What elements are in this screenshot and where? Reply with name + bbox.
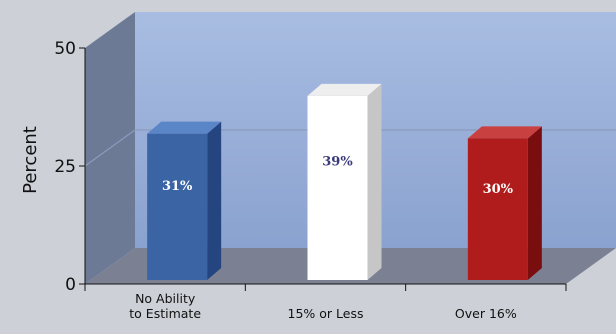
- bar-front: [467, 138, 528, 280]
- y-tick-label: 25: [54, 157, 76, 177]
- gridline: [84, 129, 616, 167]
- gridlines: [84, 129, 616, 167]
- y-axis-label: Percent: [20, 126, 41, 194]
- y-tick-label: 50: [54, 39, 76, 59]
- x-tick-label: No Ability to Estimate: [129, 291, 201, 321]
- bar-top: [467, 126, 542, 139]
- bar-top: [307, 83, 382, 96]
- y-tick-label: 0: [65, 275, 76, 295]
- x-tick-label: Over 16%: [455, 306, 517, 321]
- bar-side: [207, 121, 222, 281]
- x-axis: No Ability to Estimate 15% or Less Over 16%: [84, 283, 567, 321]
- bar-side: [527, 126, 542, 281]
- bar: 30%: [467, 126, 542, 281]
- bar-data-label: 39%: [322, 154, 353, 169]
- bar-data-label: 31%: [162, 179, 193, 194]
- bars: 31% 39% 30%: [147, 83, 542, 281]
- bar-top: [147, 121, 222, 134]
- bar-front: [307, 95, 368, 280]
- bar-side: [367, 83, 382, 280]
- bar: 31%: [147, 121, 222, 281]
- bar: 39%: [307, 83, 382, 280]
- x-tick-label: 15% or Less: [288, 306, 364, 321]
- y-axis: 0 25 50: [54, 39, 86, 295]
- bar-data-label: 30%: [483, 182, 514, 197]
- bar-front: [147, 133, 208, 280]
